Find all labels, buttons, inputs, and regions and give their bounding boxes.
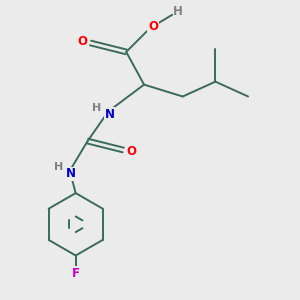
Text: O: O <box>148 20 158 33</box>
Text: H: H <box>54 162 63 172</box>
Text: O: O <box>127 145 136 158</box>
Text: N: N <box>105 108 115 121</box>
Text: N: N <box>66 167 76 180</box>
Text: H: H <box>92 103 102 113</box>
Text: F: F <box>72 267 80 280</box>
Text: O: O <box>77 35 87 48</box>
Text: H: H <box>173 5 183 18</box>
